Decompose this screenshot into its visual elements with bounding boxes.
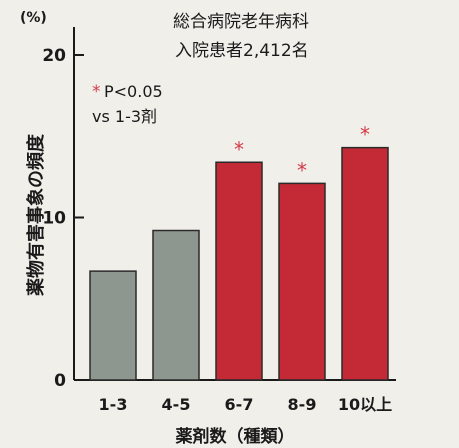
bars: * * *	[89, 123, 389, 381]
y-tick-label: 0	[54, 371, 66, 391]
y-unit-label: (%)	[20, 10, 47, 26]
x-axis-title: 薬剤数（種類）	[176, 426, 295, 447]
bar-6-7	[215, 161, 263, 381]
x-tick-label: 10以上	[338, 395, 392, 414]
y-tick-label: 20	[42, 46, 66, 66]
chart-title: 総合病院老年病科	[173, 12, 309, 32]
bar-1-3	[89, 270, 137, 381]
bar-10以上	[341, 146, 389, 381]
x-tick-label: 1-3	[99, 395, 128, 414]
y-ticks: 0 10 20	[42, 46, 84, 391]
bar-4-5	[152, 229, 200, 381]
significance-asterisk: *	[297, 158, 307, 182]
legend-asterisk: *	[92, 82, 101, 102]
chart-subtitle: 入院患者2,412名	[175, 41, 309, 61]
significance-asterisk: *	[360, 123, 370, 147]
legend-comparison: vs 1-3剤	[92, 107, 157, 126]
x-tick-label: 6-7	[225, 395, 254, 414]
x-tick-label: 8-9	[288, 395, 317, 414]
y-axis-title: 薬物有害事象の頻度	[25, 133, 47, 296]
x-tick-labels: 1-3 4-5 6-7 8-9 10以上	[99, 395, 393, 414]
legend-p-value: P<0.05	[104, 82, 163, 101]
bar-8-9	[278, 182, 326, 381]
legend: * P<0.05 vs 1-3剤	[92, 82, 163, 126]
y-tick-label: 10	[42, 209, 66, 229]
significance-asterisk: *	[234, 137, 244, 161]
x-tick-label: 4-5	[162, 395, 191, 414]
